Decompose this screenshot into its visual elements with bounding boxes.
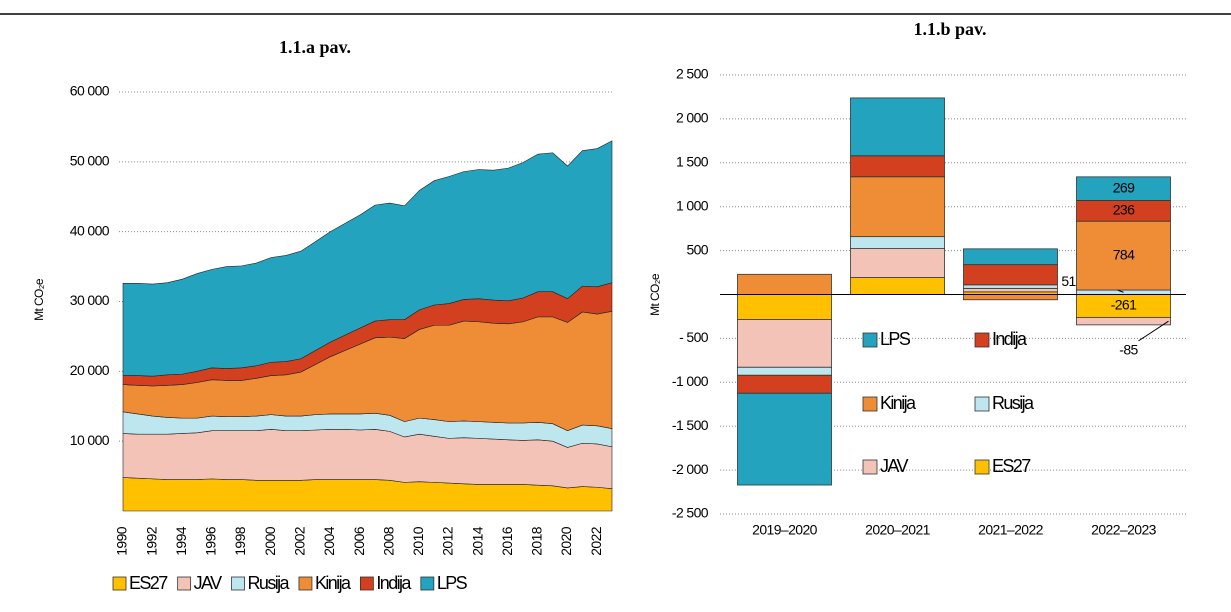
x-tick-label: 1990 (114, 526, 130, 556)
legend-label: Indija (992, 329, 1028, 349)
x-tick-label: 2006 (351, 526, 367, 556)
bar (963, 284, 1058, 289)
legend-label: LPS (437, 573, 468, 593)
x-tick-label: 2008 (380, 526, 396, 556)
y-tick-label: 40 000 (70, 222, 110, 238)
legend-label: JAV (880, 456, 908, 476)
bar (737, 366, 832, 376)
x-tick-label: 2014 (469, 526, 485, 556)
y-tick-label: -2 000 (672, 461, 709, 477)
x-tick-label: 2020–2021 (865, 522, 930, 538)
legend-swatch (974, 396, 990, 412)
legend-swatch (112, 576, 127, 591)
bar (850, 176, 945, 238)
y-tick-label: 2 000 (676, 110, 709, 126)
y-tick-label: 30 000 (70, 292, 110, 308)
bar (963, 248, 1058, 266)
data-label: 269 (1113, 179, 1135, 195)
bar (737, 273, 832, 295)
legend-label: Kinija (315, 573, 352, 593)
data-label: 51 (1061, 273, 1076, 289)
x-tick-label: 2022 (588, 526, 604, 556)
bar (963, 294, 1058, 301)
legend-label: LPS (880, 329, 911, 349)
legend-label: Indija (376, 573, 412, 593)
bar (1076, 317, 1171, 326)
legend-label: ES27 (992, 456, 1031, 476)
y-tick-label: 1 000 (676, 197, 709, 213)
legend-label: JAV (194, 573, 222, 593)
legend-label: Rusija (992, 393, 1035, 413)
bar (850, 155, 945, 178)
data-label: 236 (1113, 202, 1135, 218)
area (122, 140, 613, 377)
x-tick-label: 2000 (262, 526, 278, 556)
legend-swatch (177, 576, 192, 591)
y-axis-label: Mt CO₂e (648, 273, 662, 316)
legend-swatch (298, 576, 313, 591)
data-label: -85 (1119, 342, 1138, 358)
bar (850, 97, 945, 157)
y-tick-label: -1 000 (672, 373, 709, 389)
bar (737, 294, 832, 320)
y-axis-label: Mt CO₂e (32, 278, 46, 321)
bar (1076, 176, 1171, 201)
y-tick-label: 2 500 (676, 66, 709, 82)
data-label: 784 (1113, 246, 1135, 262)
x-tick-label: 1992 (143, 526, 159, 556)
x-tick-label: 2019–2020 (752, 522, 817, 538)
y-tick-label: 1 500 (676, 154, 709, 170)
bar (737, 319, 832, 368)
bar (850, 248, 945, 278)
legend-swatch (862, 332, 878, 348)
x-tick-label: 2020 (558, 526, 574, 556)
x-tick-label: 1994 (173, 526, 189, 556)
x-tick-label: 2016 (499, 526, 515, 556)
bar (737, 374, 832, 394)
legend-swatch (231, 576, 245, 591)
legend-swatch (359, 576, 374, 591)
bar (850, 277, 945, 295)
y-tick-label: 500 (686, 241, 708, 257)
legend-label: Rusija (248, 573, 291, 593)
x-tick-label: 2004 (321, 526, 337, 556)
y-tick-label: 60 000 (70, 83, 110, 99)
data-label: -261 (1111, 297, 1137, 313)
legend-swatch (974, 332, 990, 348)
bar (850, 236, 945, 249)
y-tick-label: 20 000 (70, 362, 110, 378)
chart-title: 1.1.a pav. (279, 37, 351, 57)
legend-label: ES27 (129, 573, 168, 593)
legend-swatch (420, 576, 435, 591)
chart-title: 1.1.b pav. (913, 19, 986, 39)
x-tick-label: 2010 (410, 526, 426, 556)
x-tick-label: 2002 (292, 526, 308, 556)
leader-line (1138, 320, 1169, 342)
x-tick-label: 2018 (529, 526, 545, 556)
x-tick-label: 1996 (203, 526, 219, 556)
legend-label: Kinija (880, 393, 917, 413)
bar (737, 392, 832, 486)
x-tick-label: 2012 (440, 526, 456, 556)
y-tick-label: 50 000 (70, 153, 110, 169)
y-tick-label: 10 000 (70, 432, 110, 448)
y-tick-label: -1 500 (672, 417, 709, 433)
x-tick-label: 1998 (232, 526, 248, 556)
legend-swatch (974, 459, 990, 475)
x-tick-label: 2021–2022 (978, 522, 1043, 538)
x-tick-label: 2022–2023 (1091, 522, 1156, 538)
legend-swatch (862, 459, 878, 475)
legend-swatch (862, 396, 878, 412)
y-tick-label: -2 500 (672, 505, 709, 521)
bar (963, 287, 1058, 293)
y-tick-label: - 500 (679, 329, 709, 345)
bar (963, 264, 1058, 286)
bar (1076, 220, 1171, 291)
